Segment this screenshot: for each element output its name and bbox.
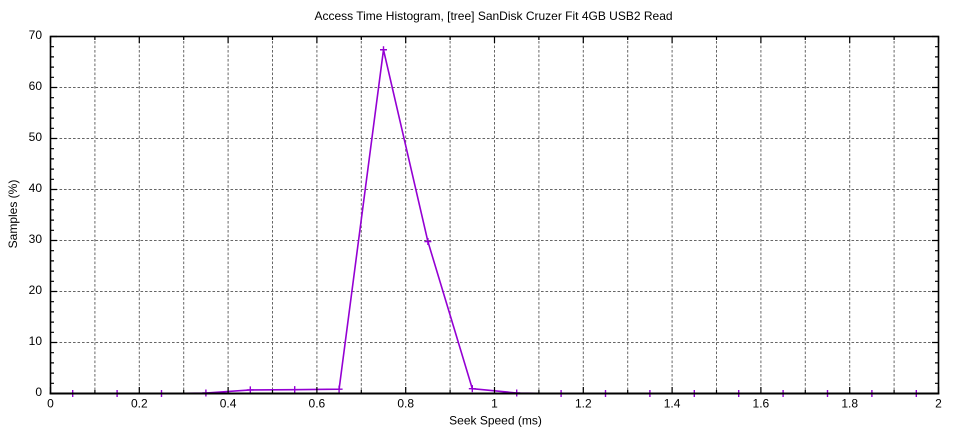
svg-text:1.8: 1.8 — [841, 397, 858, 411]
svg-text:0.6: 0.6 — [309, 397, 326, 411]
svg-text:0.4: 0.4 — [220, 397, 237, 411]
svg-text:0.8: 0.8 — [397, 397, 414, 411]
svg-text:0.2: 0.2 — [131, 397, 148, 411]
svg-text:Access Time Histogram, [tree]: Access Time Histogram, [tree] SanDisk Cr… — [314, 9, 672, 23]
svg-text:1.2: 1.2 — [575, 397, 592, 411]
svg-text:10: 10 — [29, 334, 43, 348]
svg-text:2: 2 — [935, 397, 942, 411]
svg-text:1.6: 1.6 — [753, 397, 770, 411]
svg-text:1: 1 — [491, 397, 498, 411]
svg-text:0: 0 — [47, 397, 54, 411]
svg-text:1.4: 1.4 — [664, 397, 681, 411]
svg-text:0: 0 — [35, 385, 42, 399]
svg-text:Samples (%): Samples (%) — [6, 180, 20, 249]
svg-text:40: 40 — [29, 181, 43, 195]
svg-text:70: 70 — [29, 28, 43, 42]
svg-text:60: 60 — [29, 79, 43, 93]
svg-text:50: 50 — [29, 130, 43, 144]
svg-text:20: 20 — [29, 283, 43, 297]
svg-text:30: 30 — [29, 232, 43, 246]
svg-text:Seek Speed (ms): Seek Speed (ms) — [449, 413, 542, 427]
